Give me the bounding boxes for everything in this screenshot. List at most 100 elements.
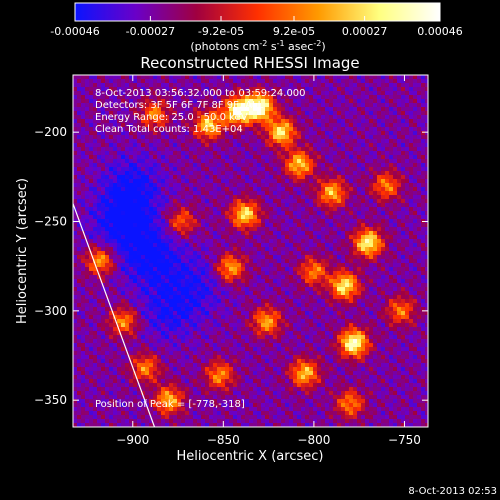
heatmap-cell	[281, 87, 286, 92]
heatmap-cell	[101, 279, 106, 284]
heatmap-cell	[405, 151, 410, 156]
heatmap-cell	[129, 255, 134, 260]
heatmap-cell	[337, 295, 342, 300]
heatmap-cell	[125, 207, 130, 212]
heatmap-cell	[85, 223, 90, 228]
heatmap-cell	[329, 131, 334, 136]
heatmap-cell	[417, 79, 422, 84]
heatmap-cell	[257, 207, 262, 212]
heatmap-cell	[373, 219, 378, 224]
heatmap-cell	[425, 271, 428, 276]
heatmap-cell	[337, 239, 342, 244]
heatmap-cell	[253, 195, 258, 200]
heatmap-cell	[269, 191, 274, 196]
heatmap-cell	[297, 79, 302, 84]
heatmap-cell	[145, 83, 150, 88]
heatmap-cell	[373, 231, 378, 236]
heatmap-cell	[149, 255, 154, 260]
heatmap-cell	[229, 163, 234, 168]
heatmap-cell	[173, 155, 178, 160]
heatmap-cell	[81, 115, 86, 120]
heatmap-cell	[345, 127, 350, 132]
heatmap-cell	[177, 87, 182, 92]
heatmap-cell	[249, 187, 254, 192]
heatmap-cell	[109, 119, 114, 124]
heatmap-cell	[249, 99, 254, 104]
heatmap-cell	[309, 203, 314, 208]
heatmap-cell	[197, 211, 202, 216]
heatmap-cell	[313, 135, 318, 140]
heatmap-cell	[349, 79, 354, 84]
heatmap-cell	[197, 247, 202, 252]
heatmap-cell	[121, 259, 126, 264]
heatmap-cell	[325, 179, 330, 184]
heatmap-cell	[281, 243, 286, 248]
heatmap-cell	[237, 231, 242, 236]
heatmap-cell	[225, 251, 230, 256]
heatmap-cell	[73, 283, 78, 288]
heatmap-cell	[241, 83, 246, 88]
heatmap-cell	[189, 251, 194, 256]
heatmap-cell	[197, 203, 202, 208]
heatmap-cell	[385, 247, 390, 252]
heatmap-cell	[221, 239, 226, 244]
heatmap-cell	[401, 259, 406, 264]
heatmap-cell	[177, 95, 182, 100]
heatmap-cell	[301, 171, 306, 176]
heatmap-cell	[117, 79, 122, 84]
heatmap-cell	[401, 119, 406, 124]
heatmap-cell	[257, 143, 262, 148]
heatmap-cell	[225, 267, 230, 272]
heatmap-cell	[325, 203, 330, 208]
heatmap-cell	[205, 131, 210, 136]
heatmap-cell	[365, 239, 370, 244]
heatmap-cell	[325, 151, 330, 156]
heatmap-cell	[145, 95, 150, 100]
heatmap-cell	[229, 159, 234, 164]
heatmap-cell	[165, 111, 170, 116]
heatmap-cell	[181, 207, 186, 212]
heatmap-cell	[229, 99, 234, 104]
heatmap-cell	[141, 103, 146, 108]
heatmap-cell	[213, 227, 218, 232]
heatmap-cell	[113, 115, 118, 120]
heatmap-cell	[413, 183, 418, 188]
heatmap-cell	[105, 139, 110, 144]
heatmap-cell	[113, 99, 118, 104]
heatmap-cell	[105, 75, 110, 80]
heatmap-cell	[105, 199, 110, 204]
heatmap-cell	[417, 227, 422, 232]
heatmap-cell	[109, 139, 114, 144]
heatmap-cell	[85, 131, 90, 136]
heatmap-cell	[285, 151, 290, 156]
heatmap-cell	[365, 151, 370, 156]
heatmap-cell	[165, 283, 170, 288]
heatmap-cell	[273, 107, 278, 112]
heatmap-cell	[177, 167, 182, 172]
heatmap-cell	[217, 183, 222, 188]
heatmap-cell	[205, 163, 210, 168]
heatmap-cell	[101, 103, 106, 108]
heatmap-cell	[209, 215, 214, 220]
heatmap-cell	[249, 263, 254, 268]
heatmap-cell	[109, 279, 114, 284]
heatmap-cell	[125, 247, 130, 252]
heatmap-cell	[313, 223, 318, 228]
heatmap-cell	[385, 99, 390, 104]
heatmap-cell	[277, 231, 282, 236]
heatmap-cell	[313, 219, 318, 224]
heatmap-cell	[221, 207, 226, 212]
heatmap-cell	[125, 91, 130, 96]
heatmap-cell	[253, 279, 258, 284]
heatmap-cell	[129, 91, 134, 96]
heatmap-cell	[285, 235, 290, 240]
heatmap-cell	[273, 247, 278, 252]
heatmap-cell	[381, 79, 386, 84]
heatmap-cell	[101, 163, 106, 168]
heatmap-cell	[213, 115, 218, 120]
heatmap-cell	[301, 187, 306, 192]
heatmap-cell	[385, 287, 390, 292]
heatmap-cell	[101, 195, 106, 200]
heatmap-cell	[73, 223, 78, 228]
heatmap-cell	[421, 135, 426, 140]
